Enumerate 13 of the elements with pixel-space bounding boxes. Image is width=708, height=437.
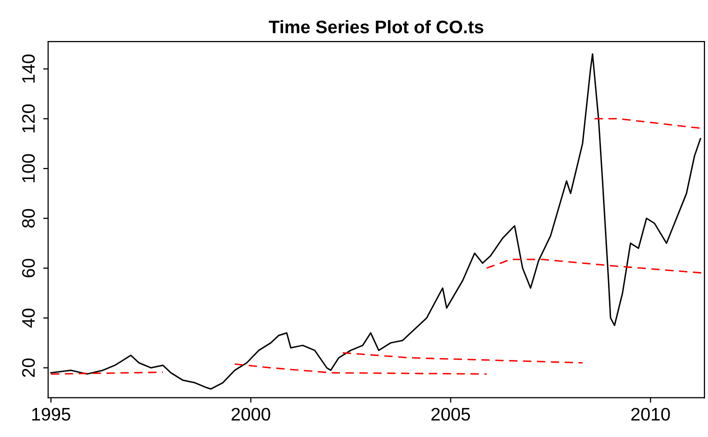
x-tick-label: 2010 [631, 408, 670, 421]
y-tick-label: 100 [22, 154, 35, 182]
x-tick-label: 2000 [232, 408, 270, 421]
chart-title: Time Series Plot of CO.ts [268, 20, 484, 34]
y-tick-label: 120 [22, 104, 35, 132]
line-series [234, 363, 488, 375]
x-tick-label: 2005 [431, 408, 470, 421]
y-tick-label: 140 [22, 54, 35, 83]
y-tick-label: 60 [22, 258, 35, 278]
y-tick-label: 80 [22, 209, 35, 228]
x-tick-label: 1995 [32, 408, 70, 421]
y-tick-label: 20 [22, 358, 35, 377]
y-tick-label: 40 [22, 308, 35, 328]
